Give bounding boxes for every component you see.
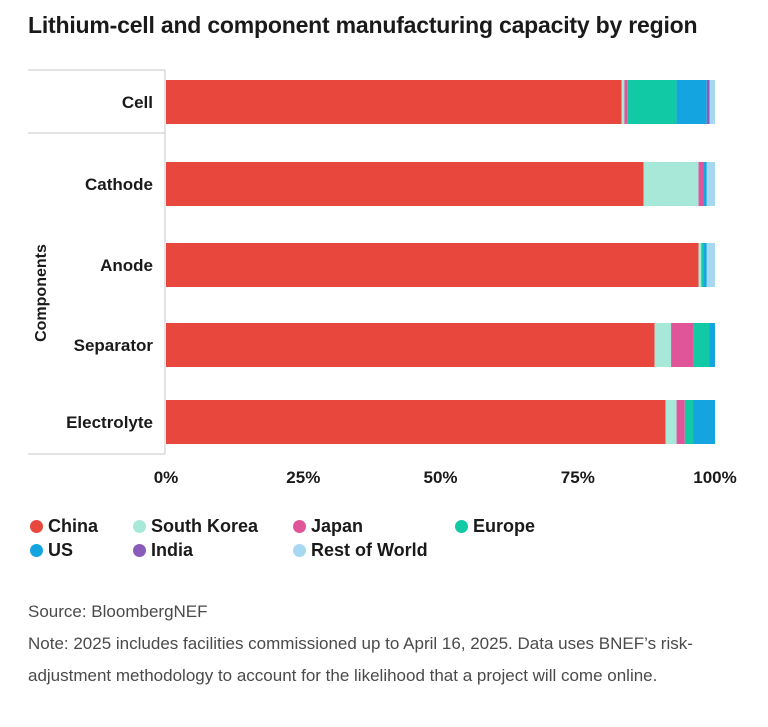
bar-cell-south-korea [621, 80, 625, 124]
bar-cathode-south-korea [643, 162, 699, 206]
bar-cell-india [706, 80, 710, 124]
legend: China South Korea Japan Europe US India Rest o… [30, 516, 750, 564]
bar-cell-japan [624, 80, 628, 124]
legend-swatch [293, 544, 306, 557]
x-tick-label-100: 100% [693, 468, 736, 487]
bar-electrolyte-japan [676, 400, 685, 444]
category-label-electrolyte: Electrolyte [66, 413, 153, 432]
bar-separator-us [709, 323, 715, 367]
bar-anode-us [704, 243, 707, 287]
group-label-components: Components [33, 244, 50, 342]
chart-footer: Source: BloombergNEF Note: 2025 includes… [28, 596, 748, 692]
bar-cathode-us [704, 162, 707, 206]
bar-cell-china [166, 80, 622, 124]
legend-item-south-korea: South Korea [133, 516, 258, 537]
x-tick-label-75: 75% [561, 468, 595, 487]
legend-label: South Korea [151, 516, 259, 536]
legend-label: Rest of World [311, 540, 428, 560]
legend-item-india: India [133, 540, 193, 561]
legend-label: India [151, 540, 194, 560]
category-label-separator: Separator [74, 336, 154, 355]
bar-electrolyte-china [166, 400, 666, 444]
bar-separator-japan [671, 323, 694, 367]
x-tick-label-25: 25% [286, 468, 320, 487]
bar-anode-south-korea [698, 243, 702, 287]
bar-anode-rest-of-world [706, 243, 715, 287]
bar-separator-europe [693, 323, 710, 367]
bar-cathode-japan [698, 162, 705, 206]
legend-item-us: US [30, 540, 73, 561]
legend-label: Japan [311, 516, 364, 536]
legend-swatch [30, 544, 43, 557]
bar-electrolyte-south-korea [665, 400, 677, 444]
legend-swatch [30, 520, 43, 533]
bar-cathode-rest-of-world [706, 162, 715, 206]
legend-swatch [293, 520, 306, 533]
note-text: Note: 2025 includes facilities commissio… [28, 634, 693, 685]
bar-separator-south-korea [654, 323, 672, 367]
legend-label: Europe [473, 516, 536, 536]
source-text: Source: BloombergNEF [28, 602, 208, 621]
legend-item-europe: Europe [455, 516, 535, 537]
category-label-cell: Cell [122, 93, 153, 112]
x-tick-label-0: 0% [154, 468, 179, 487]
legend-item-japan: Japan [293, 516, 363, 537]
category-label-anode: Anode [100, 256, 153, 275]
category-label-cathode: Cathode [85, 175, 153, 194]
bar-electrolyte-europe [684, 400, 694, 444]
bar-cell-us [676, 80, 707, 124]
bar-electrolyte-us [693, 400, 715, 444]
legend-swatch [133, 544, 146, 557]
chart-title: Lithium-cell and component manufacturing… [28, 12, 698, 38]
bar-cell-rest-of-world [709, 80, 715, 124]
bar-separator-china [166, 323, 655, 367]
legend-item-rest-of-world: Rest of World [293, 540, 428, 561]
legend-label: China [48, 516, 99, 536]
bar-anode-europe [701, 243, 705, 287]
legend-swatch [133, 520, 146, 533]
legend-item-china: China [30, 516, 98, 537]
bar-anode-china [166, 243, 699, 287]
bar-cell-europe [627, 80, 677, 124]
legend-label: US [48, 540, 74, 560]
legend-swatch [455, 520, 468, 533]
bar-chart: Cell Cathode Anode Separator Electrolyte Comp… [28, 69, 737, 487]
x-tick-label-50: 50% [423, 468, 457, 487]
bar-cathode-china [166, 162, 644, 206]
